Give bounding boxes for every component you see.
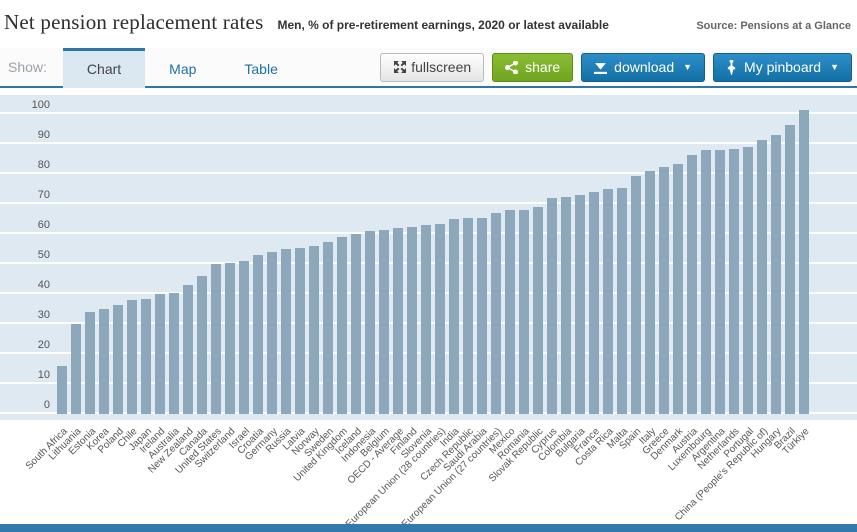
bar[interactable]	[197, 276, 207, 414]
bar[interactable]	[211, 264, 221, 414]
y-axis-tick: 10	[37, 369, 50, 381]
bar[interactable]	[519, 210, 529, 414]
bar[interactable]	[463, 217, 473, 414]
source-label: Source: Pensions at a Glance	[696, 20, 851, 32]
y-axis-tick: 20	[37, 339, 50, 351]
y-axis-tick: 0	[43, 399, 50, 411]
tab-chart[interactable]: Chart	[62, 48, 146, 86]
tab-map[interactable]: Map	[169, 60, 197, 77]
bar[interactable]	[561, 196, 571, 414]
bar[interactable]	[155, 294, 165, 414]
bar[interactable]	[715, 150, 725, 414]
bar[interactable]	[603, 189, 613, 414]
bar[interactable]	[113, 304, 123, 414]
bar[interactable]	[323, 241, 333, 414]
bar[interactable]	[281, 249, 291, 414]
bar[interactable]	[365, 231, 375, 414]
footer-bar	[0, 524, 857, 532]
x-axis-labels: South Africa Lithuania Estonia Korea Poland C…	[0, 420, 857, 530]
bar[interactable]	[295, 247, 305, 414]
pinboard-button[interactable]: My pinboard ▼	[713, 52, 852, 82]
bar[interactable]	[183, 285, 193, 414]
download-button-label: download	[614, 59, 675, 75]
bar[interactable]	[645, 171, 655, 414]
y-axis-tick: 50	[37, 249, 50, 261]
bar[interactable]	[617, 187, 627, 414]
bar[interactable]	[785, 124, 795, 414]
bar[interactable]	[771, 135, 781, 414]
bar[interactable]	[57, 366, 67, 414]
bar[interactable]	[253, 255, 263, 414]
bar[interactable]	[701, 150, 711, 414]
bar[interactable]	[589, 192, 599, 414]
view-tabbar: Show: Chart Map Table fullscreen	[0, 48, 857, 88]
fullscreen-button-label: fullscreen	[411, 59, 472, 75]
bar[interactable]	[141, 298, 151, 414]
download-button[interactable]: download ▼	[581, 52, 706, 82]
bar[interactable]	[169, 292, 179, 414]
gridline	[0, 112, 857, 114]
bar[interactable]	[309, 246, 319, 414]
bar[interactable]	[729, 148, 739, 414]
bar[interactable]	[127, 300, 137, 414]
bar[interactable]	[85, 312, 95, 414]
bar[interactable]	[673, 163, 683, 414]
y-axis-tick: 80	[37, 159, 50, 171]
y-axis-tick: 40	[37, 279, 50, 291]
share-button-label: share	[525, 59, 561, 75]
bar[interactable]	[757, 139, 767, 414]
bar[interactable]	[533, 207, 543, 414]
bar[interactable]	[799, 109, 809, 414]
bar[interactable]	[267, 252, 277, 414]
bar[interactable]	[337, 237, 347, 414]
y-axis-tick: 70	[37, 189, 50, 201]
tab-table[interactable]: Table	[244, 60, 278, 77]
bar[interactable]	[99, 309, 109, 414]
show-label: Show:	[8, 59, 47, 75]
share-icon	[505, 60, 519, 74]
gridline	[0, 142, 857, 144]
y-axis-tick: 90	[37, 129, 50, 141]
bar[interactable]	[449, 219, 459, 414]
y-axis-tick: 30	[37, 309, 50, 321]
bar[interactable]	[407, 226, 417, 414]
download-icon	[594, 61, 608, 74]
pinboard-button-label: My pinboard	[744, 59, 822, 75]
bar[interactable]	[575, 195, 585, 414]
share-button[interactable]: share	[492, 52, 574, 82]
gridline	[0, 172, 857, 174]
bar[interactable]	[477, 217, 487, 414]
fullscreen-icon	[393, 60, 407, 74]
bar[interactable]	[505, 210, 515, 414]
bar[interactable]	[435, 223, 445, 414]
bar[interactable]	[743, 147, 753, 414]
bar[interactable]	[491, 213, 501, 414]
bar[interactable]	[225, 262, 235, 414]
toolbar: fullscreen share download ▼	[380, 48, 857, 86]
bar[interactable]	[659, 166, 669, 414]
bar[interactable]	[547, 198, 557, 414]
page-title: Net pension replacement rates	[4, 10, 264, 34]
bar[interactable]	[421, 225, 431, 414]
pinboard-caret-icon: ▼	[830, 62, 839, 72]
bar[interactable]	[239, 261, 249, 414]
bar[interactable]	[687, 154, 697, 414]
bar[interactable]	[393, 228, 403, 414]
bar[interactable]	[631, 175, 641, 414]
pin-icon	[726, 59, 737, 75]
bar[interactable]	[71, 324, 81, 414]
download-caret-icon: ▼	[683, 62, 693, 72]
y-axis-tick: 100	[31, 99, 50, 111]
fullscreen-button[interactable]: fullscreen	[380, 52, 485, 82]
chart-plot-area: 0 10 20 30 40 50 60 70 80 90 100	[0, 95, 857, 420]
bar-series	[57, 109, 809, 414]
header: Net pension replacement rates Men, % of …	[0, 0, 857, 48]
y-axis-tick: 60	[37, 219, 50, 231]
gridline	[0, 202, 857, 204]
chart-subtitle: Men, % of pre-retirement earnings, 2020 …	[277, 18, 609, 32]
bar[interactable]	[351, 234, 361, 414]
bar[interactable]	[379, 229, 389, 414]
